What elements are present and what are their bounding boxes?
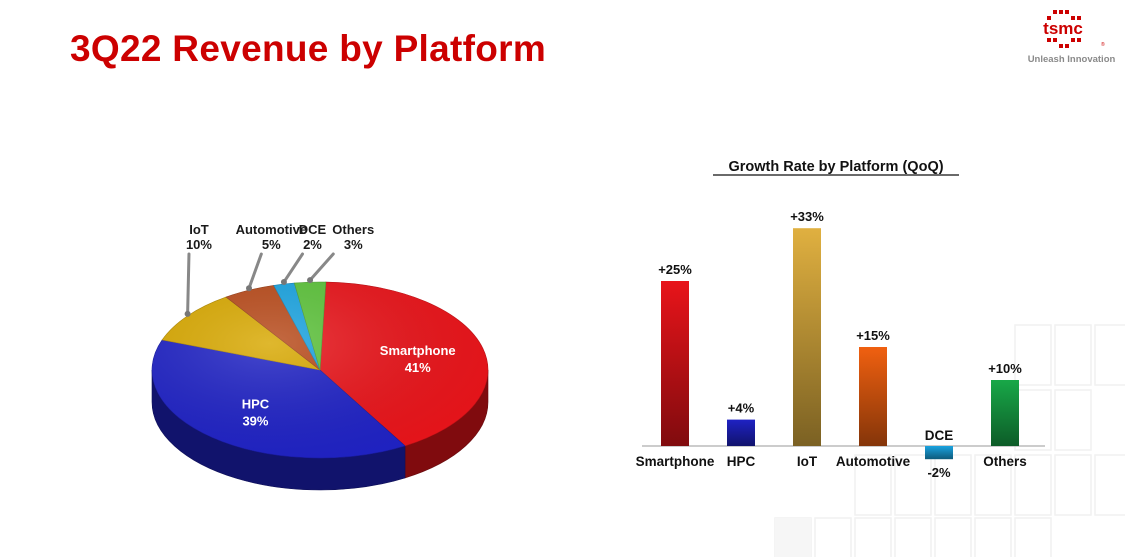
bar-automotive [859, 347, 887, 446]
slide-title: 3Q22 Revenue by Platform [70, 28, 547, 69]
pie-label-others: Others [332, 222, 374, 237]
growth-rate-bar-chart: Growth Rate by Platform (QoQ) +25% +4% +33… [636, 159, 1045, 480]
pie-value-iot: 10% [186, 237, 212, 252]
pie-value-dce: 2% [303, 237, 322, 252]
bar-category-others: Others [983, 454, 1027, 469]
pie-value-automotive: 5% [262, 237, 281, 252]
pie-leader-dot-iot [184, 310, 191, 317]
pie-leader-lines [184, 252, 335, 317]
bar-value-dce: -2% [927, 465, 951, 480]
bar-value-iot: +33% [790, 209, 824, 224]
pie-label-dce: DCE [299, 222, 327, 237]
bar-category-automotive: Automotive [836, 454, 911, 469]
bar-others [991, 380, 1019, 446]
pie-leader-dce [282, 252, 304, 284]
tsmc-logo: tsmc ® [1043, 10, 1105, 48]
pie-leader-dot-others [307, 277, 314, 284]
pie-label-hpc: HPC [242, 397, 270, 412]
bars [661, 228, 1019, 460]
pie-slices [151, 281, 489, 459]
bar-value-hpc: +4% [728, 401, 755, 416]
bar-iot [793, 228, 821, 446]
pie-shine [152, 282, 488, 458]
pie-leader-dot-dce [280, 279, 287, 286]
bar-value-smartphone: +25% [658, 262, 692, 277]
pie-label-iot: IoT [189, 222, 209, 237]
registered-mark: ® [1101, 41, 1105, 48]
bar-category-iot: IoT [797, 454, 818, 469]
logo-tagline: Unleash Innovation [1027, 54, 1116, 65]
pie-label-automotive: Automotive [236, 222, 308, 237]
bar-category-labels: Smartphone HPC IoT Automotive DCE Others [636, 428, 1027, 469]
pie-leader-dot-automotive [246, 285, 253, 292]
bar-chart-title: Growth Rate by Platform (QoQ) [728, 159, 943, 175]
bar-dce [925, 446, 953, 460]
bar-smartphone [661, 281, 689, 446]
bar-value-labels: +25% +4% +33% +15% -2% +10% [658, 209, 1022, 480]
pie-leader-iot [186, 252, 191, 316]
bar-category-hpc: HPC [727, 454, 756, 469]
pie-value-hpc: 39% [242, 414, 268, 429]
pie-leader-automotive [247, 252, 263, 290]
bar-value-others: +10% [988, 361, 1022, 376]
pie-leader-others [308, 252, 335, 282]
tsmc-logo-wordmark: tsmc [1043, 19, 1083, 38]
bar-category-smartphone: Smartphone [636, 454, 715, 469]
pie-label-smartphone: Smartphone [380, 343, 456, 358]
bar-value-automotive: +15% [856, 328, 890, 343]
tsmc-logo-wafer-grid [1047, 10, 1081, 48]
bar-category-dce: DCE [925, 428, 954, 443]
pie-value-smartphone: 41% [405, 360, 431, 375]
pie-value-others: 3% [344, 237, 363, 252]
bar-hpc [727, 419, 755, 446]
